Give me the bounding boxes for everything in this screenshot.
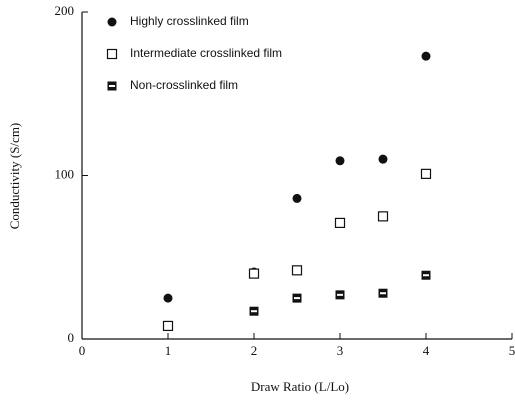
x-tick-label: 2 <box>251 343 258 358</box>
y-tick-label: 0 <box>68 330 75 345</box>
point <box>378 288 388 298</box>
point <box>421 270 431 280</box>
x-tick-label: 0 <box>79 343 86 358</box>
y-axis-label: Conductivity (S/cm) <box>7 123 22 230</box>
point <box>292 193 302 203</box>
x-tick-label: 5 <box>509 343 515 358</box>
legend-marker <box>107 81 117 91</box>
point <box>162 320 174 332</box>
point <box>335 156 345 166</box>
point-part <box>337 293 343 296</box>
point <box>248 268 260 279</box>
point <box>163 293 173 303</box>
legend-marker <box>106 48 118 60</box>
legend-label: Intermediate crosslinked film <box>130 46 282 60</box>
y-tick-label: 200 <box>55 3 75 18</box>
point <box>291 265 303 276</box>
x-tick-label: 3 <box>337 343 344 358</box>
y-tick-label: 100 <box>55 166 75 181</box>
point <box>377 211 389 222</box>
point <box>334 217 346 229</box>
point <box>421 51 431 61</box>
point <box>292 293 302 303</box>
point-part <box>294 297 300 300</box>
point <box>378 154 388 164</box>
point <box>420 168 432 179</box>
point-part <box>423 274 429 277</box>
point-part <box>251 310 257 313</box>
point-part <box>109 85 115 87</box>
legend-marker <box>107 17 117 27</box>
point <box>335 290 345 300</box>
x-tick-label: 1 <box>165 343 172 358</box>
point-part <box>380 292 386 295</box>
x-tick-label: 4 <box>423 343 430 358</box>
legend-label: Highly crosslinked film <box>130 14 249 28</box>
point <box>249 306 259 316</box>
legend-label: Non-crosslinked film <box>130 78 238 92</box>
x-axis-label: Draw Ratio (L/Lo) <box>251 379 349 394</box>
